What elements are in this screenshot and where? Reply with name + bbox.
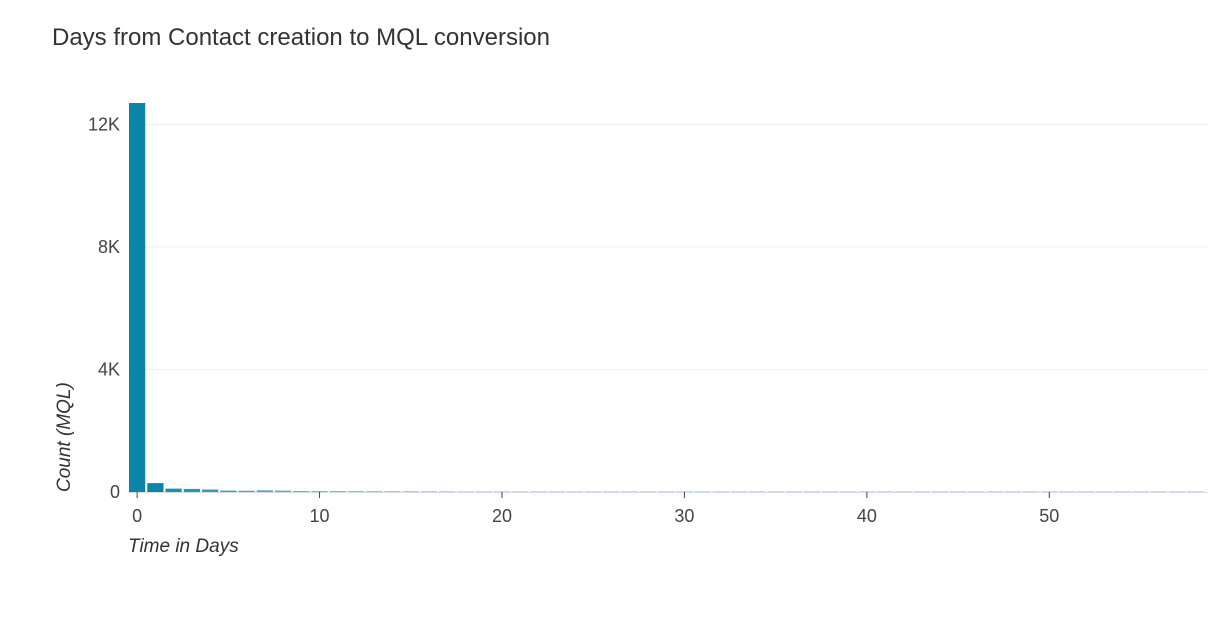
histogram-bar — [1059, 491, 1076, 492]
histogram-bar — [731, 491, 748, 492]
histogram-bar — [347, 491, 365, 492]
histogram-bar — [913, 491, 930, 492]
histogram-bar — [238, 490, 255, 492]
histogram-bar — [1187, 491, 1204, 492]
histogram-bar — [931, 491, 948, 492]
y-tick-label: 8K — [98, 237, 120, 257]
histogram-bar — [183, 488, 200, 492]
histogram-bar — [1041, 491, 1058, 492]
histogram-bar — [1150, 491, 1167, 492]
grid-lines — [128, 123, 1208, 370]
histogram-bar — [220, 490, 237, 492]
histogram-bar — [858, 491, 875, 492]
histogram-bar — [1022, 491, 1040, 492]
histogram-bar — [165, 488, 182, 492]
y-tick-label: 12K — [88, 114, 120, 134]
histogram-bar — [457, 491, 474, 492]
histogram-bar — [804, 491, 821, 492]
histogram-bar — [621, 491, 638, 492]
x-tick-label: 0 — [132, 506, 142, 526]
histogram-bar — [439, 491, 456, 492]
histogram-bar — [968, 491, 985, 492]
chart-title: Days from Contact creation to MQL conver… — [52, 24, 550, 51]
histogram-bar — [712, 491, 730, 492]
histogram-bar — [420, 491, 438, 492]
histogram-bar — [1168, 491, 1186, 492]
histogram-bar — [129, 103, 146, 492]
histogram-bar — [384, 491, 401, 492]
histogram-bar — [1132, 491, 1149, 492]
y-tick-label: 0 — [110, 482, 120, 502]
histogram-bar — [749, 491, 766, 492]
x-axis-title: Time in Days — [128, 536, 239, 557]
histogram-bar — [639, 491, 657, 492]
histogram-bar — [1077, 491, 1094, 492]
histogram-bar — [311, 491, 328, 492]
histogram-bar — [293, 491, 310, 492]
histogram-bar — [201, 489, 219, 492]
histogram-bar — [548, 491, 565, 492]
bars — [129, 103, 1204, 492]
histogram-bar — [566, 491, 584, 492]
histogram-bar — [475, 491, 492, 492]
histogram-bar — [274, 490, 292, 492]
x-tick-label: 30 — [674, 506, 694, 526]
histogram-bar — [329, 491, 346, 492]
histogram-bar — [840, 491, 857, 492]
histogram-bar — [785, 491, 802, 492]
y-axis-title: Count (MQL) — [54, 382, 75, 492]
histogram-bar — [256, 490, 273, 492]
histogram-bar — [986, 491, 1003, 492]
y-axis-ticks: 0 4K 8K 12K — [88, 114, 120, 502]
histogram-bar — [1095, 491, 1113, 492]
x-tick-label: 20 — [492, 506, 512, 526]
histogram-bar — [493, 491, 511, 492]
histogram-bar — [658, 491, 675, 492]
histogram-bar — [530, 491, 547, 492]
x-tick-label: 50 — [1039, 506, 1059, 526]
histogram-bar — [402, 491, 419, 492]
x-tick-label: 40 — [857, 506, 877, 526]
histogram-bar — [603, 491, 620, 492]
x-axis-ticks: 0 10 20 30 40 50 — [132, 492, 1059, 526]
histogram-bar — [366, 491, 383, 492]
histogram-bar — [585, 491, 602, 492]
histogram-bar — [147, 483, 164, 492]
histogram-bar — [949, 491, 967, 492]
histogram-bar — [1004, 491, 1021, 492]
x-tick-label: 10 — [310, 506, 330, 526]
y-tick-label: 4K — [98, 359, 120, 379]
histogram-bar — [694, 491, 711, 492]
histogram-bar — [876, 491, 894, 492]
histogram-bar — [676, 491, 693, 492]
histogram-bar — [1114, 491, 1131, 492]
histogram-bar — [822, 491, 839, 492]
histogram-bar — [895, 491, 912, 492]
histogram-bar — [512, 491, 529, 492]
histogram-bar — [767, 491, 784, 492]
